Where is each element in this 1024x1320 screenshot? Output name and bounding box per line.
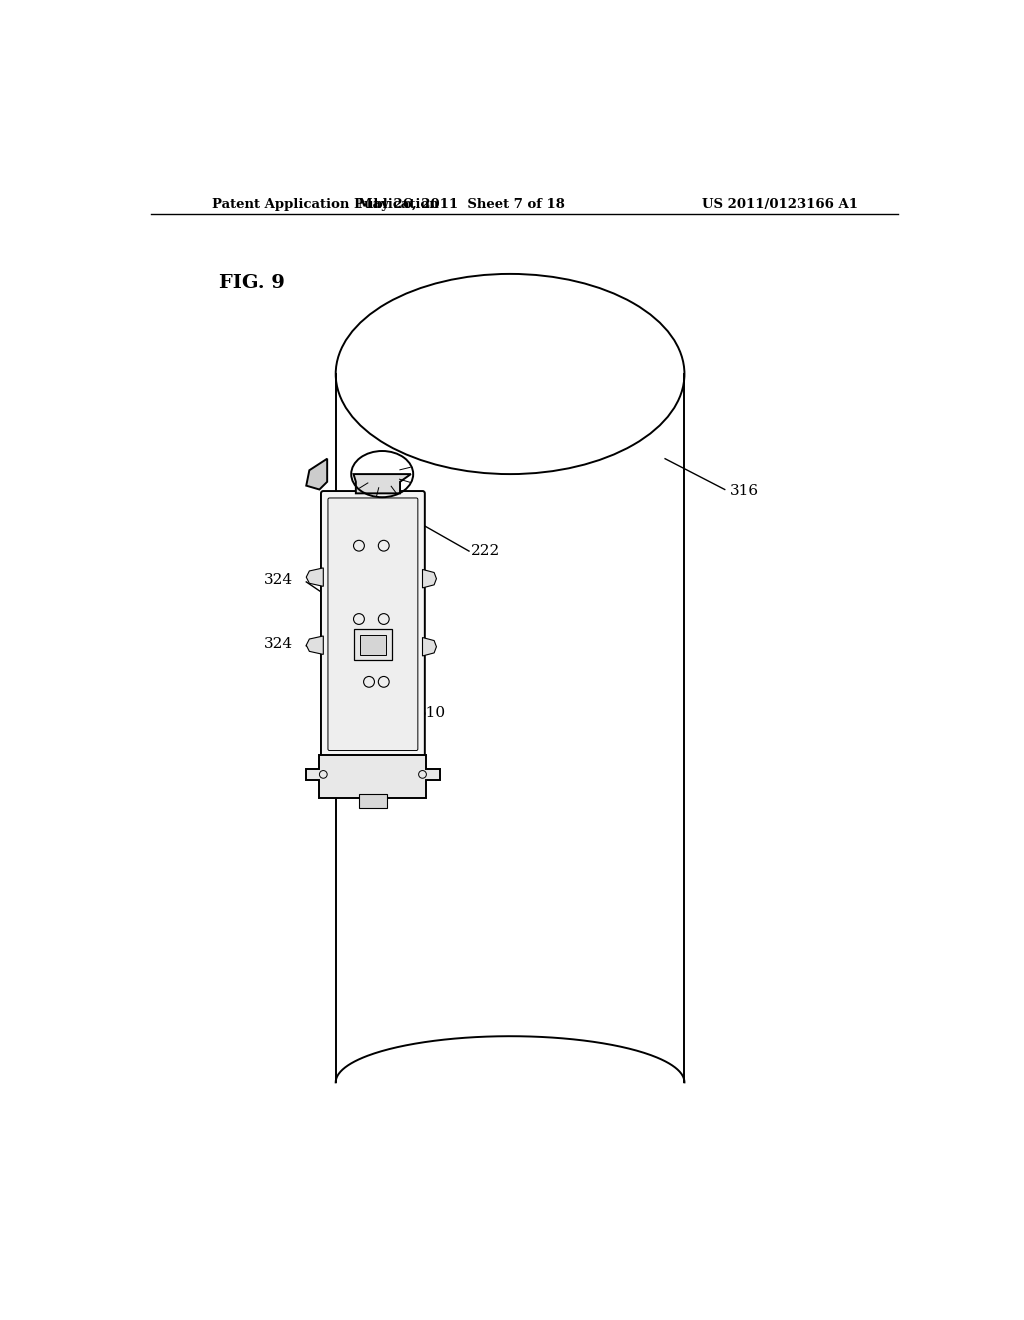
Text: Patent Application Publication: Patent Application Publication	[212, 198, 438, 211]
Polygon shape	[423, 569, 436, 587]
Text: 316: 316	[729, 484, 759, 498]
Text: 222: 222	[471, 544, 501, 558]
Polygon shape	[306, 755, 439, 797]
Polygon shape	[306, 568, 324, 586]
Text: FIG. 9: FIG. 9	[219, 275, 286, 292]
Text: 324: 324	[263, 573, 293, 587]
Polygon shape	[306, 459, 328, 490]
Text: May 26, 2011  Sheet 7 of 18: May 26, 2011 Sheet 7 of 18	[357, 198, 564, 211]
Bar	[359, 635, 386, 655]
Bar	[359, 793, 387, 808]
Polygon shape	[423, 638, 436, 656]
Text: US 2011/0123166 A1: US 2011/0123166 A1	[701, 198, 857, 211]
Bar	[353, 630, 392, 660]
Text: 324: 324	[263, 636, 293, 651]
Text: 310: 310	[417, 706, 446, 719]
Polygon shape	[306, 636, 324, 655]
FancyBboxPatch shape	[328, 498, 418, 751]
FancyBboxPatch shape	[321, 491, 425, 758]
Polygon shape	[353, 474, 411, 494]
